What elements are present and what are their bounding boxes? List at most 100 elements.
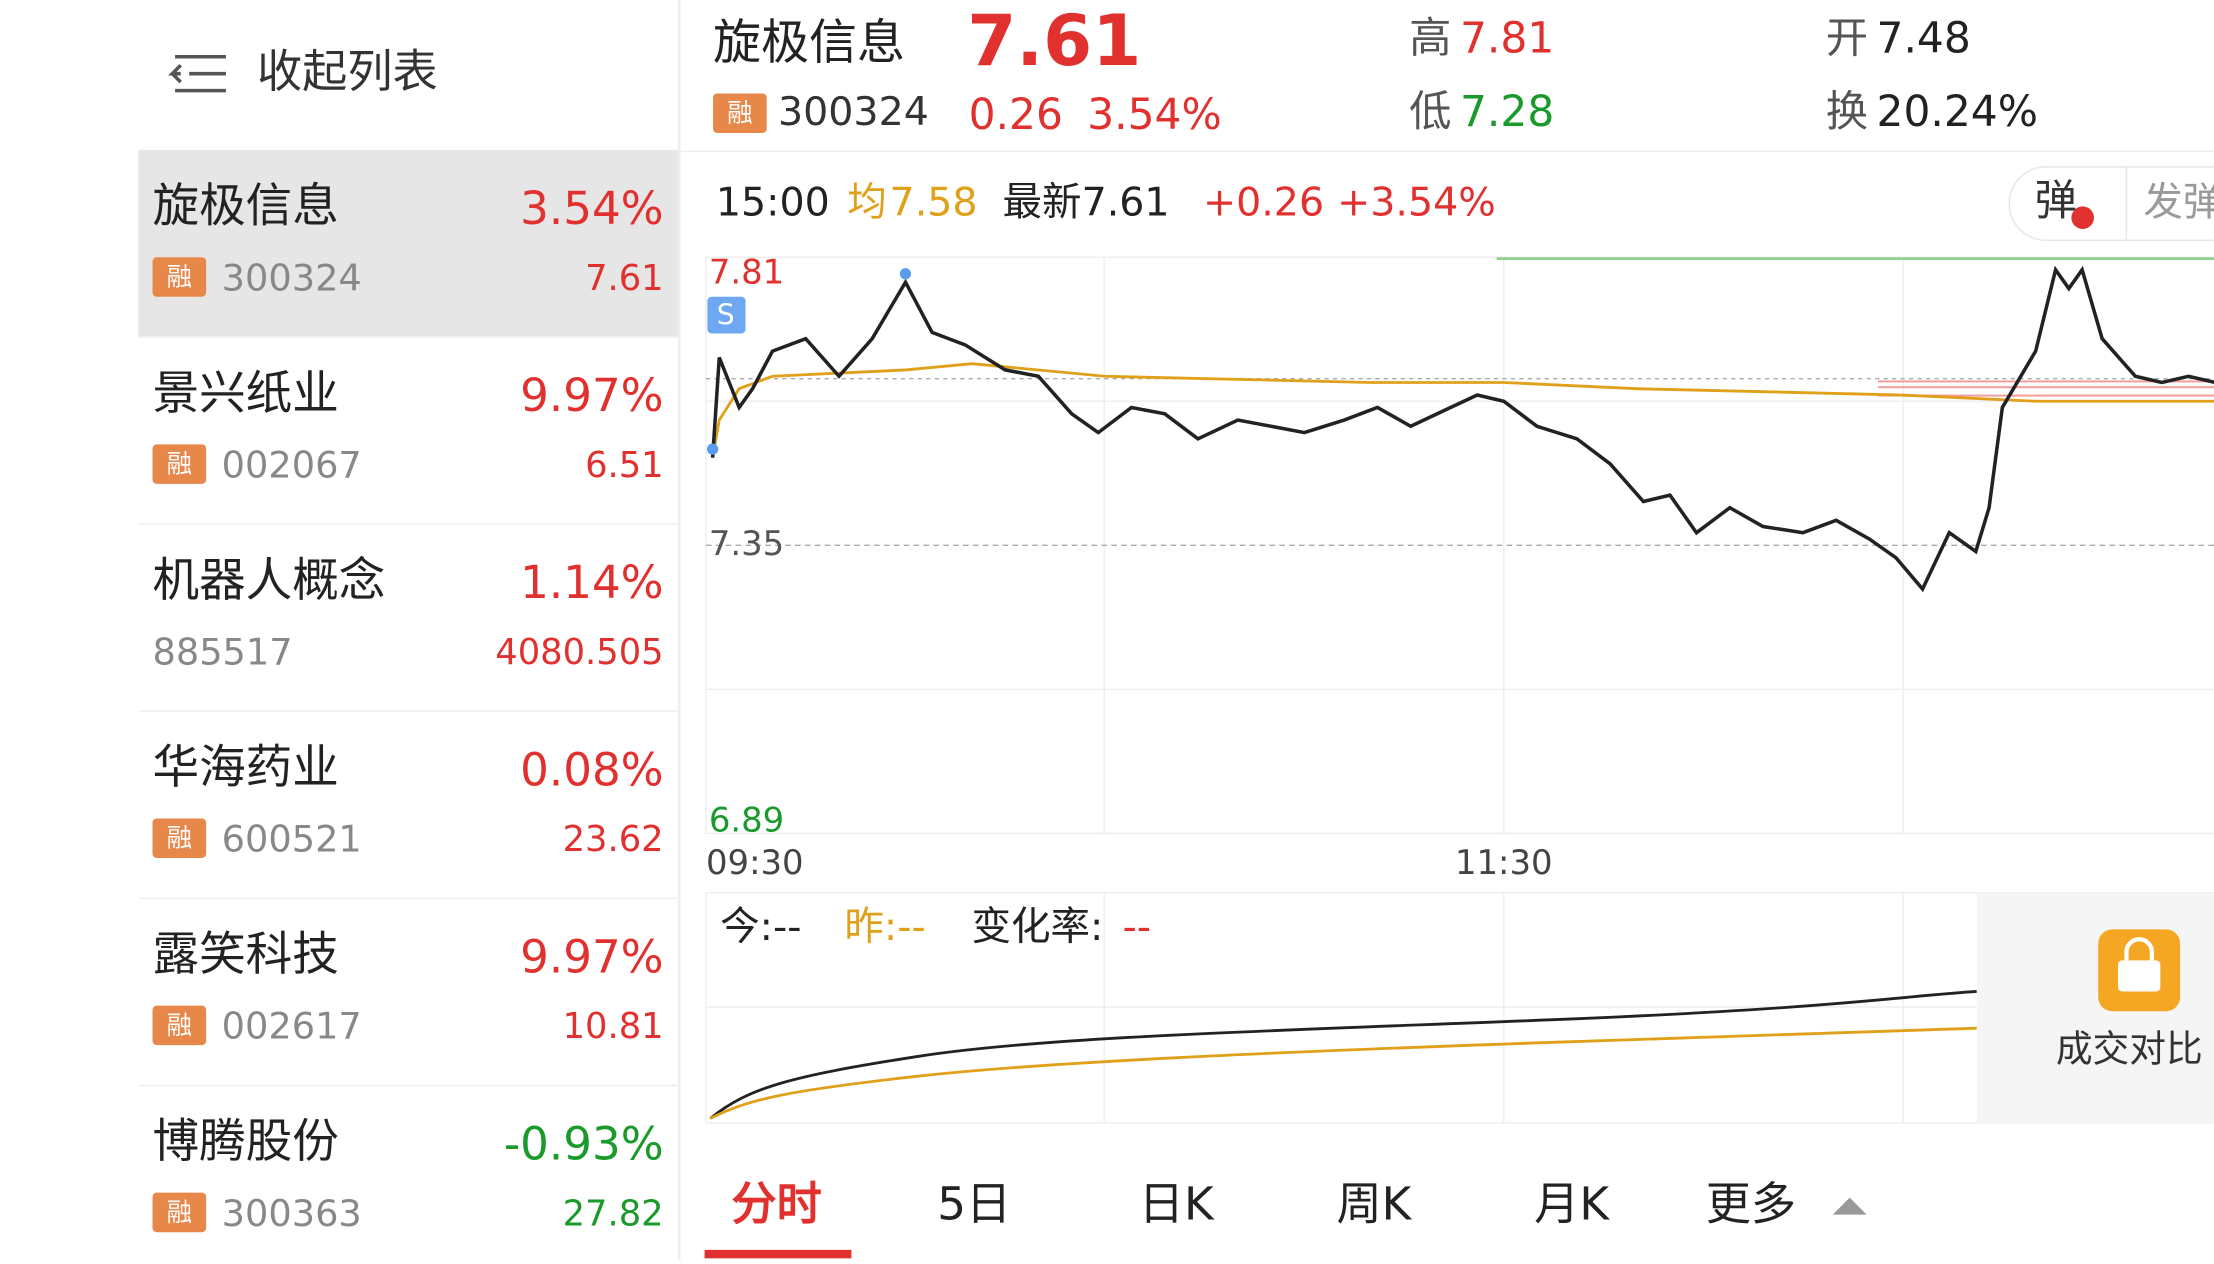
stock-name: 机器人概念 (152, 553, 385, 607)
danmaku-bg (2008, 166, 2214, 241)
x-tick-label: 09:30 (706, 843, 804, 882)
stock-code: 300324 (778, 89, 929, 135)
stock-change: 9.97% (520, 369, 664, 422)
stock-name: 旋极信息 (152, 179, 338, 233)
y-tick-label: 6.89 (709, 801, 784, 840)
today-curve (709, 990, 1977, 1120)
stock-list: 旋极信息 3.54% 融 300324 7.61 景兴纸业 9.97% 融 002067 6.51… (138, 149, 678, 1235)
stock-change: 9.97% (520, 930, 664, 983)
tab-underline (704, 1249, 852, 1259)
latest-value: 7.61 (1082, 179, 1170, 225)
low-value: 7.28 (1460, 87, 1554, 136)
price-line (710, 265, 2214, 593)
x-tick-label: 11:30 (1455, 843, 1553, 882)
stock-code: 002067 (222, 443, 362, 486)
change-pct: +3.54% (1337, 179, 1496, 225)
stock-item[interactable]: 露笑科技 9.97% 融 002617 10.81 (138, 897, 678, 1048)
tab[interactable]: 分时 (731, 1178, 821, 1231)
avg-value: 7.58 (890, 179, 978, 225)
stock-change: 3.54% (520, 182, 664, 235)
stock-item[interactable]: 机器人概念 1.14% 885517 4080.505 (138, 523, 678, 674)
tag-badge (152, 818, 207, 859)
avg-label: 均 (847, 179, 887, 225)
stock-item[interactable]: 景兴纸业 9.97% 融 002067 6.51 (138, 336, 678, 486)
tag-text: 融 (727, 98, 752, 128)
danmaku-toggle[interactable]: 弹 发弹 (2008, 166, 2214, 241)
locked-label: 成交对比 (2056, 1027, 2203, 1070)
tag-badge (152, 257, 207, 297)
tab[interactable]: 日K (1139, 1178, 1215, 1231)
danmaku-label: 弹 (2035, 176, 2077, 225)
lock-body (2117, 960, 2161, 992)
stock-name: 露笑科技 (152, 927, 338, 981)
open-label: 开 (1826, 14, 1868, 63)
tab[interactable]: 周K (1336, 1178, 1412, 1231)
tag-text: 融 (167, 1010, 192, 1040)
locked-card[interactable]: 成交对比 (1976, 892, 2214, 1123)
stock-name: 博腾股份 (152, 1114, 338, 1168)
point-marker (706, 443, 719, 455)
collapse-icon (168, 54, 226, 93)
tag-text: 融 (167, 261, 192, 291)
yesterday-label: 昨:-- (844, 904, 925, 950)
price-line (711, 362, 2214, 458)
series-group (705, 257, 2214, 593)
rate-value: -- (1123, 904, 1152, 950)
stock-code: 300363 (222, 1192, 362, 1235)
stock-item[interactable]: 博腾股份 -0.93% 融 300363 27.82 (138, 1084, 678, 1235)
danmaku-check (2071, 206, 2094, 229)
locked-bg (1976, 892, 2214, 1123)
selected-bg (138, 149, 678, 337)
today-label: 今:-- (720, 904, 801, 950)
stock-change: 1.14% (520, 556, 664, 609)
collapse-label[interactable]: 收起列表 (257, 45, 438, 98)
stock-price: 23.62 (563, 819, 664, 860)
price-chart: 6.89 7.35 7.81 09:30 11:30 S (705, 253, 2214, 882)
tab[interactable]: 更多 (1706, 1178, 1796, 1231)
change: +0.26 (1203, 179, 1324, 225)
stock-code: 885517 (152, 631, 292, 674)
stock-change: -0.93% (504, 1117, 664, 1170)
open-value: 7.48 (1877, 14, 1971, 63)
low-label: 低 (1409, 87, 1451, 136)
stock-name: 景兴纸业 (152, 366, 338, 420)
volume-panel: 今:-- 昨:-- 变化率: -- 成交对比 (705, 891, 2214, 1124)
yesterday-curve (709, 1026, 1977, 1120)
send-label: 发弹 (2143, 179, 2214, 225)
tab[interactable]: 5日 (937, 1178, 1011, 1231)
point-marker (899, 268, 912, 280)
more-arrow (1832, 1197, 1867, 1215)
stock-code: 002617 (222, 1005, 362, 1048)
lock-shackle (2124, 937, 2154, 961)
stock-code: 300324 (222, 256, 362, 299)
turnover-value: 20.24% (1877, 87, 2038, 136)
signal-badge (707, 296, 746, 334)
tag-badge (152, 1192, 207, 1233)
last-price: 7.61 (967, 0, 1141, 82)
stock-price: 10.81 (563, 1006, 664, 1047)
stock-price: 4080.505 (495, 632, 663, 673)
stock-price: 27.82 (563, 1193, 664, 1234)
collapse-button[interactable]: 收起列表 (168, 45, 438, 98)
high-value: 7.81 (1460, 14, 1554, 63)
latest-label: 最新 (1003, 179, 1082, 225)
stock-name: 旋极信息 (713, 14, 905, 70)
divider (677, 0, 681, 1260)
y-tick-label: 7.81 (709, 253, 784, 292)
tag-text: 融 (167, 449, 192, 479)
change: 0.26 (969, 90, 1063, 139)
stock-item[interactable]: 华海药业 0.08% 融 600521 23.62 (138, 710, 678, 861)
time: 15:00 (716, 179, 830, 225)
stock-change: 0.08% (520, 743, 664, 796)
tag-badge (152, 1005, 207, 1046)
info-line: 15:00 均7.58 最新7.61 +0.26 +3.54% 弹 发弹 (716, 166, 2214, 241)
tab[interactable]: 月K (1534, 1178, 1610, 1231)
tag-text: 融 (167, 823, 192, 853)
tab-bar: 分时 5日 日K 周K 月K 更多 (704, 1178, 1867, 1259)
signal-text: S (717, 299, 735, 332)
rate-label: 变化率: (971, 904, 1103, 950)
turnover-label: 换 (1826, 87, 1868, 136)
stock-item[interactable]: 旋极信息 3.54% 融 300324 7.61 (138, 149, 678, 337)
stock-price: 7.61 (585, 258, 664, 299)
